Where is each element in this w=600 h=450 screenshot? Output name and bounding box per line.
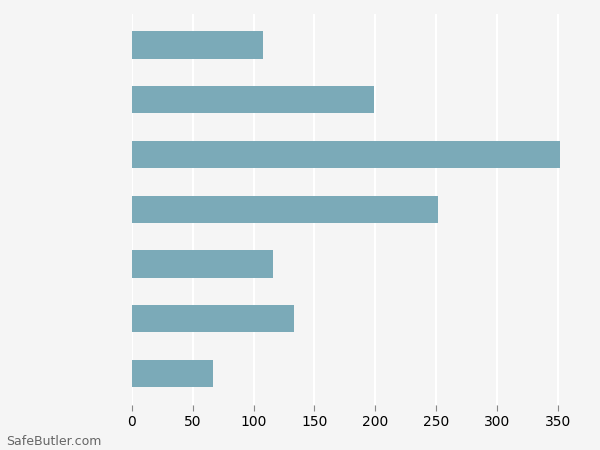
Bar <box>132 86 374 113</box>
Bar <box>132 196 439 223</box>
Text: SafeButler.com: SafeButler.com <box>6 435 101 448</box>
Bar <box>132 305 294 333</box>
Bar <box>132 141 560 168</box>
Bar <box>132 360 214 387</box>
Bar <box>132 32 263 58</box>
Bar <box>132 250 273 278</box>
